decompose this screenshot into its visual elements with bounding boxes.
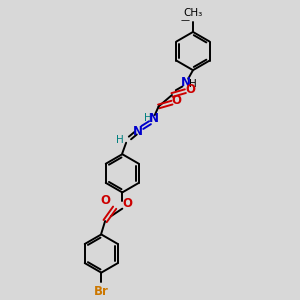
Text: O: O bbox=[122, 197, 132, 210]
Text: H: H bbox=[116, 135, 123, 145]
Text: —: — bbox=[181, 16, 193, 25]
Text: O: O bbox=[100, 194, 110, 207]
Text: N: N bbox=[133, 125, 142, 138]
Text: Br: Br bbox=[94, 285, 109, 298]
Text: O: O bbox=[172, 94, 182, 107]
Text: CH₃: CH₃ bbox=[183, 8, 202, 18]
Text: N: N bbox=[181, 76, 191, 89]
Text: O: O bbox=[185, 83, 195, 96]
Text: N: N bbox=[149, 112, 159, 125]
Text: H: H bbox=[189, 79, 197, 88]
Text: H: H bbox=[144, 113, 152, 123]
